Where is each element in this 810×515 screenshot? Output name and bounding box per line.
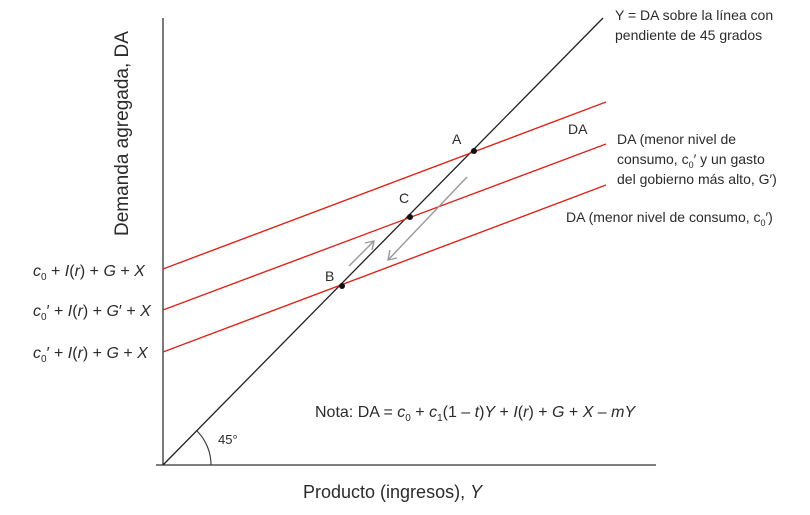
da-label: DA [568, 121, 588, 137]
line-45-degree [162, 17, 604, 466]
arrow-up [348, 240, 375, 267]
da-line-bot [162, 184, 607, 353]
da-high-label-1: DA (menor nivel de [617, 131, 736, 147]
line-45-label-2: pendiente de 45 grados [615, 27, 762, 43]
point-a-label: A [452, 131, 462, 147]
point-b [339, 283, 345, 289]
point-a [471, 148, 477, 154]
da-high-label-3: del gobierno más alto, G′) [617, 171, 777, 187]
line-45-label-1: Y = DA sobre la línea con [615, 7, 773, 23]
da-low-label: DA (menor nivel de consumo, c0′) [566, 209, 773, 228]
point-c-label: C [399, 190, 409, 206]
intercept-mid-label: c0′ + I(r) + G′ + X [33, 303, 152, 323]
intercept-top-label: c0 + I(r) + G + X [33, 263, 146, 283]
y-axis-label: Demanda agregada, DA [112, 31, 133, 236]
intercept-bot-label: c0′ + I(r) + G + X [33, 345, 149, 365]
arrow-down [387, 176, 468, 261]
da-line-top [162, 101, 607, 270]
point-b-label: B [325, 268, 334, 284]
point-c [407, 214, 413, 220]
angle-label: 45° [218, 432, 238, 447]
da-line-mid [162, 143, 607, 311]
x-axis-label: Producto (ingresos), Y [303, 482, 484, 502]
angle-arc [196, 430, 212, 466]
da-high-label-2: consumo, c0′ y un gasto [617, 151, 765, 170]
note-formula: Nota: DA = c0 + c1(1 – t)Y + I(r) + G + … [315, 404, 636, 424]
